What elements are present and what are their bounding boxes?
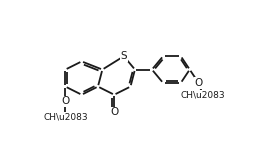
Text: O: O <box>194 78 203 88</box>
Text: O: O <box>61 96 69 106</box>
Text: CH\u2083: CH\u2083 <box>43 112 88 121</box>
Text: CH\u2083: CH\u2083 <box>181 91 225 100</box>
Text: S: S <box>121 51 127 61</box>
Text: O: O <box>110 107 118 118</box>
